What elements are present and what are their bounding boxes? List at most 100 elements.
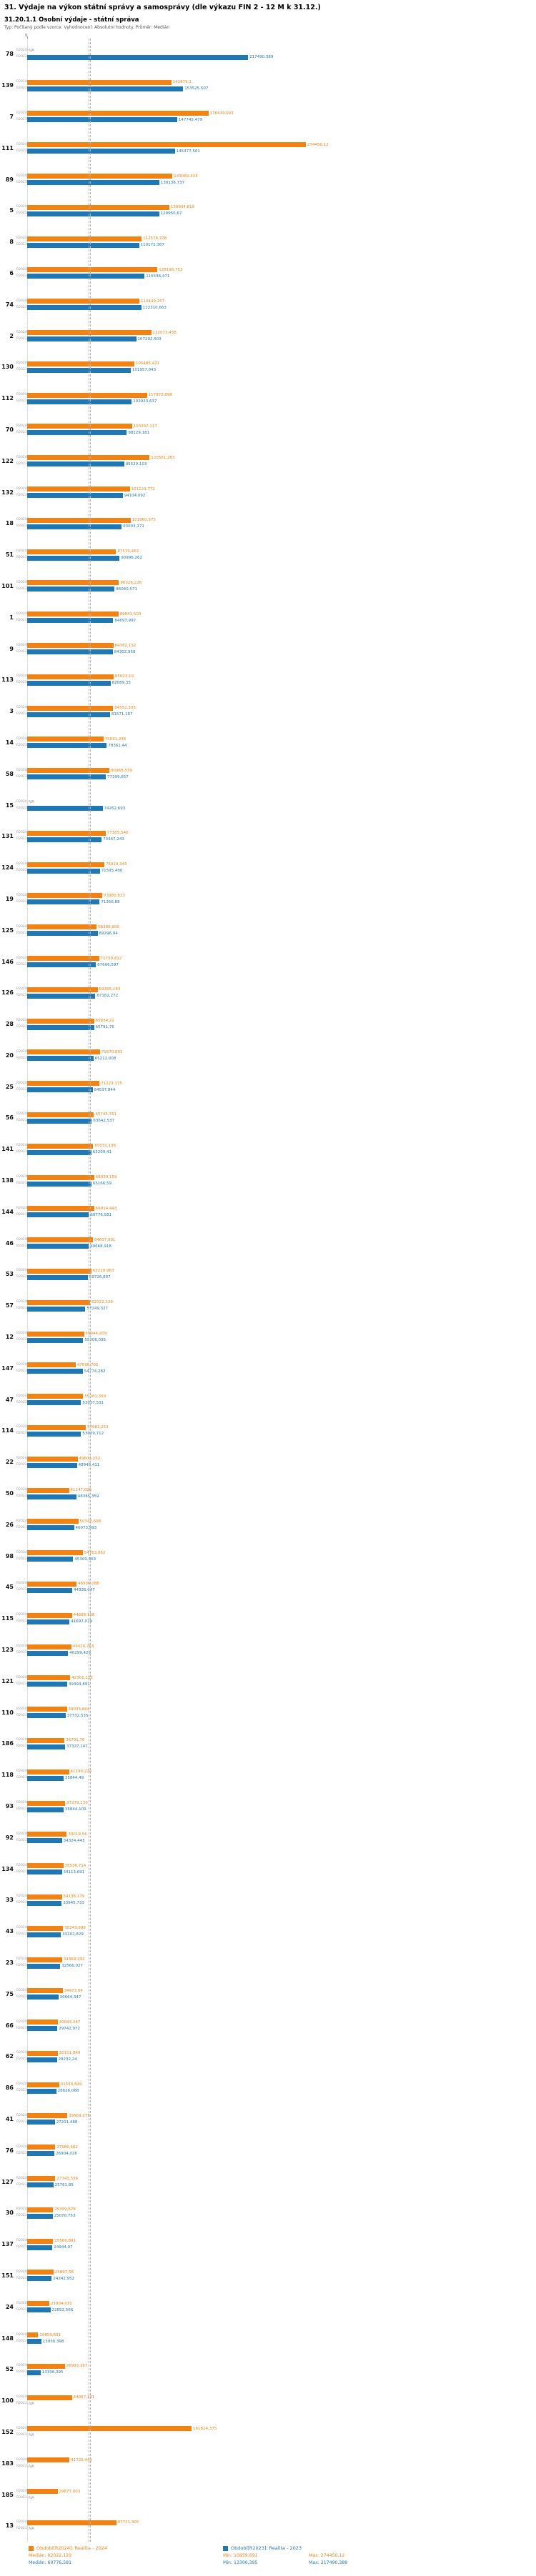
bar-r2023[interactable] — [27, 2245, 53, 2250]
bar-r2023[interactable] — [27, 1744, 65, 1749]
bar-r2023[interactable] — [27, 2120, 55, 2125]
bar-r2024[interactable] — [27, 299, 139, 304]
bar-r2024[interactable] — [27, 1988, 63, 1994]
bar-r2023[interactable] — [27, 1838, 62, 1844]
bar-r2023[interactable] — [27, 1650, 69, 1656]
bar-r2023[interactable] — [27, 274, 145, 279]
bar-r2023[interactable] — [27, 1118, 92, 1124]
bar-r2024[interactable] — [27, 2238, 54, 2244]
bar-r2024[interactable] — [27, 424, 132, 429]
bar-r2024[interactable] — [27, 1394, 84, 1399]
bar-r2023[interactable] — [27, 899, 100, 905]
bar-r2023[interactable] — [27, 1682, 67, 1687]
bar-r2024[interactable] — [27, 2082, 59, 2087]
bar-r2024[interactable] — [27, 236, 142, 241]
bar-r2024[interactable] — [27, 674, 114, 679]
bar-r2023[interactable] — [27, 1369, 83, 1374]
bar-r2024[interactable] — [27, 2301, 50, 2307]
bar-r2023[interactable] — [27, 555, 120, 561]
bar-r2024[interactable] — [27, 1268, 91, 1274]
bar-r2024[interactable] — [27, 1206, 94, 1212]
bar-r2023[interactable] — [27, 1087, 93, 1093]
bar-r2024[interactable] — [27, 1800, 65, 1806]
bar-r2024[interactable] — [27, 1894, 62, 1899]
bar-r2023[interactable] — [27, 1932, 61, 1937]
bar-r2024[interactable] — [27, 392, 147, 398]
bar-r2024[interactable] — [27, 1081, 100, 1087]
bar-r2024[interactable] — [27, 1957, 62, 1962]
bar-r2024[interactable] — [27, 1049, 100, 1055]
bar-r2024[interactable] — [27, 705, 114, 711]
bar-r2023[interactable] — [27, 1181, 91, 1187]
bar-r2024[interactable] — [27, 1737, 65, 1743]
bar-r2024[interactable] — [27, 1362, 76, 1368]
bar-r2024[interactable] — [27, 174, 173, 179]
bar-r2023[interactable] — [27, 962, 96, 967]
bar-r2023[interactable] — [27, 461, 124, 467]
bar-r2023[interactable] — [27, 1056, 94, 1062]
bar-r2023[interactable] — [27, 2057, 57, 2062]
bar-r2024[interactable] — [27, 580, 119, 586]
bar-r2024[interactable] — [27, 1331, 84, 1337]
bar-r2023[interactable] — [27, 2307, 51, 2313]
bar-r2024[interactable] — [27, 2426, 192, 2432]
bar-r2024[interactable] — [27, 2489, 58, 2495]
bar-r2024[interactable] — [27, 455, 150, 461]
bar-r2024[interactable] — [27, 1832, 67, 1837]
bar-r2024[interactable] — [27, 1237, 93, 1243]
bar-r2024[interactable] — [27, 611, 119, 617]
bar-r2024[interactable] — [27, 2113, 68, 2119]
bar-r2023[interactable] — [27, 180, 159, 186]
bar-r2023[interactable] — [27, 211, 159, 216]
bar-r2024[interactable] — [27, 737, 104, 742]
bar-r2023[interactable] — [27, 1494, 76, 1499]
bar-r2024[interactable] — [27, 486, 130, 492]
bar-r2024[interactable] — [27, 204, 169, 210]
bar-r2024[interactable] — [27, 1299, 91, 1305]
bar-r2023[interactable] — [27, 1337, 84, 1343]
bar-r2024[interactable] — [27, 2520, 116, 2525]
bar-r2023[interactable] — [27, 586, 115, 592]
bar-r2024[interactable] — [27, 2270, 54, 2275]
bar-r2023[interactable] — [27, 618, 114, 624]
bar-r2023[interactable] — [27, 1963, 61, 1969]
bar-r2024[interactable] — [27, 768, 110, 774]
bar-r2023[interactable] — [27, 1462, 77, 1468]
bar-r2024[interactable] — [27, 1707, 67, 1712]
bar-r2023[interactable] — [27, 1149, 91, 1155]
bar-r2023[interactable] — [27, 649, 113, 655]
bar-r2023[interactable] — [27, 2182, 54, 2188]
bar-r2023[interactable] — [27, 2339, 41, 2345]
bar-r2024[interactable] — [27, 1769, 69, 1774]
bar-r2024[interactable] — [27, 1581, 76, 1587]
bar-r2023[interactable] — [27, 336, 137, 342]
bar-r2023[interactable] — [27, 743, 107, 749]
bar-r2024[interactable] — [27, 79, 172, 85]
bar-r2023[interactable] — [27, 2276, 52, 2282]
bar-r2023[interactable] — [27, 1400, 81, 1406]
bar-r2023[interactable] — [27, 2026, 58, 2032]
bar-r2023[interactable] — [27, 1525, 74, 1531]
bar-r2023[interactable] — [27, 305, 142, 311]
bar-r2024[interactable] — [27, 1519, 79, 1524]
bar-r2024[interactable] — [27, 1018, 94, 1024]
bar-r2024[interactable] — [27, 987, 98, 992]
bar-r2023[interactable] — [27, 837, 102, 842]
bar-r2024[interactable] — [27, 1644, 71, 1649]
bar-r2024[interactable] — [27, 2176, 56, 2182]
bar-r2023[interactable] — [27, 493, 123, 499]
bar-r2024[interactable] — [27, 862, 104, 867]
bar-r2024[interactable] — [27, 1112, 94, 1117]
bar-r2024[interactable] — [27, 267, 158, 273]
bar-r2024[interactable] — [27, 924, 97, 930]
bar-r2023[interactable] — [27, 242, 139, 248]
bar-r2024[interactable] — [27, 1925, 64, 1931]
bar-r2024[interactable] — [27, 1456, 78, 1462]
bar-r2023[interactable] — [27, 993, 96, 999]
bar-r2024[interactable] — [27, 1174, 94, 1180]
bar-r2024[interactable] — [27, 142, 306, 148]
bar-r2023[interactable] — [27, 1995, 59, 2000]
bar-r2023[interactable] — [27, 1244, 89, 1249]
bar-r2024[interactable] — [27, 517, 131, 523]
bar-r2024[interactable] — [27, 643, 114, 649]
